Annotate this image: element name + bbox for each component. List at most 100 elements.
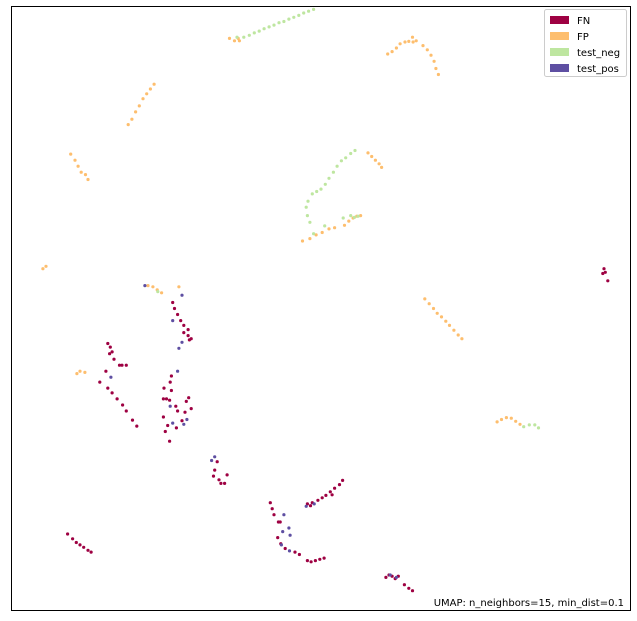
point-FN-37 bbox=[166, 423, 170, 428]
point-FN-62 bbox=[297, 552, 301, 557]
point-test-neg-12 bbox=[302, 11, 306, 15]
point-test-pos-7 bbox=[182, 422, 186, 426]
point-FN-6 bbox=[186, 334, 190, 338]
point-test-neg-26 bbox=[310, 192, 314, 196]
point-FP-13 bbox=[407, 39, 411, 44]
point-FN-8 bbox=[182, 331, 186, 335]
point-FP-61 bbox=[146, 284, 150, 288]
point-FP-35 bbox=[373, 158, 377, 162]
point-FN-42 bbox=[183, 410, 187, 414]
point-FP-49 bbox=[41, 267, 45, 271]
point-FN-9 bbox=[189, 337, 193, 341]
point-FP-34 bbox=[370, 154, 374, 159]
point-FP-32 bbox=[86, 177, 90, 182]
point-test-pos-1 bbox=[171, 319, 175, 323]
point-test-neg-2 bbox=[252, 31, 256, 35]
point-FN-67 bbox=[322, 556, 326, 560]
point-FN-3 bbox=[179, 319, 183, 323]
point-FN-5 bbox=[186, 328, 190, 332]
point-test-neg-6 bbox=[272, 23, 276, 27]
point-FN-23 bbox=[121, 403, 125, 407]
point-test-neg-23 bbox=[323, 182, 327, 186]
point-test-neg-32 bbox=[352, 215, 356, 219]
point-FN-94 bbox=[602, 267, 606, 271]
point-FP-1 bbox=[130, 117, 134, 121]
point-FP-6 bbox=[148, 87, 152, 91]
point-FN-66 bbox=[318, 557, 322, 561]
point-FN-54 bbox=[270, 507, 274, 511]
point-FP-30 bbox=[79, 170, 83, 174]
point-FN-16 bbox=[120, 363, 124, 367]
point-test-pos-20 bbox=[312, 502, 316, 506]
point-FN-10 bbox=[106, 341, 110, 346]
point-FN-15 bbox=[117, 363, 122, 367]
point-FP-45 bbox=[314, 233, 318, 237]
point-test-neg-5 bbox=[267, 25, 271, 29]
point-test-pos-6 bbox=[176, 369, 180, 373]
point-FN-93 bbox=[89, 550, 93, 554]
point-FP-20 bbox=[432, 59, 436, 63]
point-FN-19 bbox=[98, 380, 102, 384]
point-FP-16 bbox=[411, 40, 415, 44]
point-test-neg-13 bbox=[307, 9, 311, 13]
point-FN-50 bbox=[223, 481, 227, 485]
point-FN-91 bbox=[82, 545, 86, 549]
point-test-pos-0 bbox=[180, 293, 184, 297]
point-FN-85 bbox=[407, 586, 411, 590]
point-test-pos-14 bbox=[288, 533, 292, 537]
point-FP-22 bbox=[436, 72, 440, 77]
point-FN-41 bbox=[180, 419, 184, 423]
point-FP-52 bbox=[427, 302, 431, 306]
point-test-neg-34 bbox=[341, 216, 345, 220]
point-test-neg-16 bbox=[353, 148, 357, 153]
point-FN-77 bbox=[341, 478, 345, 482]
point-test-pos-17 bbox=[394, 575, 398, 580]
point-test-pos-21 bbox=[279, 543, 283, 547]
plot-frame bbox=[11, 6, 631, 611]
point-FN-33 bbox=[168, 398, 172, 402]
point-FP-10 bbox=[394, 46, 398, 50]
point-FP-3 bbox=[137, 104, 141, 108]
point-test-pos-22 bbox=[287, 549, 292, 553]
point-FN-11 bbox=[108, 345, 112, 349]
point-test-neg-24 bbox=[319, 187, 323, 191]
point-FP-8 bbox=[386, 52, 390, 56]
point-test-neg-19 bbox=[339, 159, 343, 163]
legend-label-test-pos: test_pos bbox=[577, 64, 619, 75]
point-FP-42 bbox=[359, 214, 363, 218]
point-test-neg-1 bbox=[247, 33, 251, 37]
point-FN-36 bbox=[161, 415, 165, 419]
point-test-pos-2 bbox=[180, 340, 184, 344]
point-FP-62 bbox=[151, 285, 155, 289]
point-FN-58 bbox=[276, 536, 280, 540]
point-test-pos-11 bbox=[213, 455, 217, 459]
point-FN-14 bbox=[112, 357, 116, 361]
point-FP-72 bbox=[514, 419, 518, 423]
point-test-neg-38 bbox=[536, 426, 541, 430]
point-FN-32 bbox=[164, 397, 169, 401]
point-FP-31 bbox=[83, 173, 88, 177]
point-FP-66 bbox=[78, 369, 82, 373]
point-FN-18 bbox=[104, 369, 108, 373]
point-FP-12 bbox=[403, 40, 407, 44]
point-FP-50 bbox=[44, 264, 48, 268]
point-FN-34 bbox=[174, 404, 178, 408]
point-FN-74 bbox=[328, 490, 332, 494]
point-FN-44 bbox=[187, 396, 191, 400]
point-FN-38 bbox=[163, 429, 167, 434]
point-test-pos-3 bbox=[177, 346, 181, 350]
point-FP-27 bbox=[69, 152, 73, 156]
point-FN-21 bbox=[110, 391, 114, 395]
point-FN-0 bbox=[171, 300, 175, 305]
point-test-neg-25 bbox=[315, 189, 319, 194]
point-FP-24 bbox=[232, 39, 237, 43]
point-FN-90 bbox=[78, 543, 82, 547]
point-test-neg-37 bbox=[533, 423, 537, 427]
point-test-pos-9 bbox=[171, 421, 175, 425]
point-test-neg-14 bbox=[312, 7, 316, 11]
point-FN-28 bbox=[168, 380, 172, 384]
point-FN-46 bbox=[215, 460, 219, 464]
point-FP-60 bbox=[460, 337, 464, 341]
point-FP-2 bbox=[134, 110, 138, 114]
point-FN-48 bbox=[211, 474, 216, 478]
